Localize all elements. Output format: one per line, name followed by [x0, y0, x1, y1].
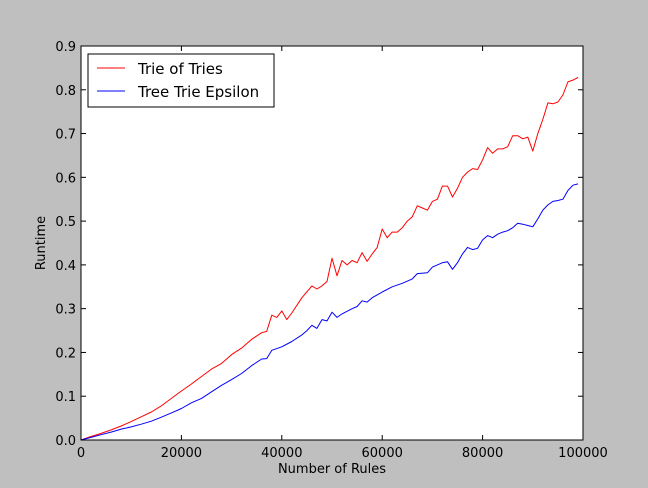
x-tick-label: 0	[77, 446, 85, 461]
tick-layer: 0 20000 40000 60000 80000 100000 0.0 0.1 0.2 0.3 0…	[55, 40, 608, 461]
legend-box	[87, 53, 275, 108]
y-tick-label: 0.8	[55, 84, 76, 99]
x-tick-label: 100000	[558, 446, 608, 461]
x-tick-label: 20000	[161, 446, 202, 461]
legend-label-tree-trie-epsilon: Tree Trie Epsilon	[137, 83, 259, 101]
legend: Trie of Tries Tree Trie Epsilon	[87, 53, 275, 108]
x-axis-label: Number of Rules	[278, 462, 386, 477]
plot-area	[81, 46, 583, 440]
y-tick-label: 0.6	[55, 171, 76, 186]
plot-frame	[80, 45, 584, 441]
series-line-tree-trie-epsilon	[80, 183, 579, 441]
y-tick-label: 0.2	[55, 346, 76, 361]
series-line-trie-of-tries	[80, 77, 579, 441]
x-tick-label: 60000	[362, 446, 403, 461]
series-layer	[80, 77, 579, 441]
y-tick-label: 0.5	[55, 215, 76, 230]
y-tick-label: 0.1	[55, 390, 76, 405]
y-tick-label: 0.0	[55, 434, 76, 449]
y-tick-label: 0.9	[55, 40, 76, 55]
y-tick-label: 0.7	[55, 128, 76, 143]
x-tick-label: 80000	[462, 446, 503, 461]
y-tick-label: 0.4	[55, 259, 76, 274]
x-tick-label: 40000	[261, 446, 302, 461]
y-axis-label: Runtime	[34, 216, 49, 270]
y-tick-label: 0.3	[55, 303, 76, 318]
legend-label-trie-of-tries: Trie of Tries	[137, 60, 223, 78]
